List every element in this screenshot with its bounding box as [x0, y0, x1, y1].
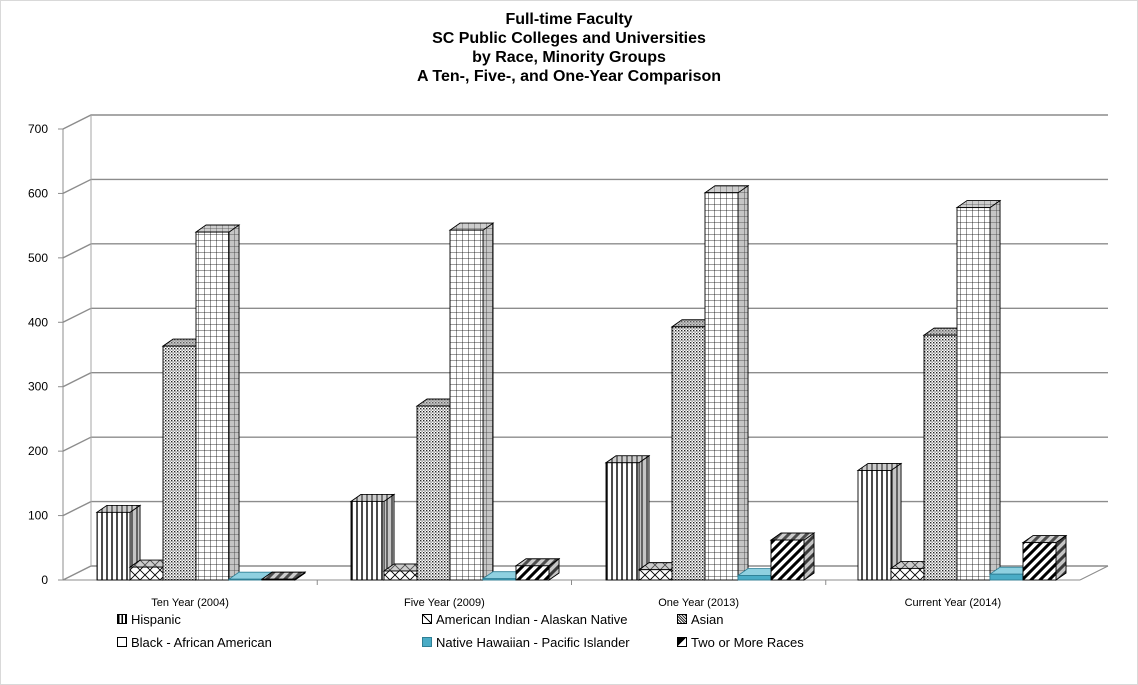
- legend-item: Black - African American: [117, 634, 272, 650]
- bar-front-face: [383, 570, 418, 581]
- bar-front-face: [923, 334, 958, 581]
- x-tick-label: Ten Year (2004): [151, 597, 229, 609]
- legend-swatch: [422, 637, 432, 647]
- bar-front-face: [416, 405, 451, 581]
- bar: [260, 571, 307, 581]
- bar-front-face: [482, 578, 517, 581]
- legend-label: Two or More Races: [691, 634, 804, 650]
- bar-front-face: [195, 231, 230, 581]
- bar-side-pattern: [638, 454, 650, 581]
- x-tick-label: Current Year (2014): [905, 597, 1002, 609]
- y-tick-label: 300: [28, 380, 48, 394]
- y-tick-label: 0: [41, 573, 48, 587]
- legend-item: American Indian - Alaskan Native: [422, 611, 627, 627]
- legend-label: Black - African American: [131, 634, 272, 650]
- bar: [514, 558, 561, 581]
- bar-front-face: [96, 511, 131, 581]
- bar-front-face: [770, 539, 805, 581]
- bar-side-pattern: [737, 185, 749, 581]
- bar: [448, 222, 495, 581]
- bar-side-pattern: [228, 224, 240, 581]
- bar-front-face: [228, 578, 263, 581]
- legend-item: Two or More Races: [677, 634, 804, 650]
- legend-label: Hispanic: [131, 611, 181, 627]
- bar-front-face: [129, 566, 164, 581]
- gridline: [62, 178, 1108, 195]
- bar: [703, 185, 750, 581]
- legend-swatch: [677, 637, 687, 647]
- legend-item: Hispanic: [117, 611, 181, 627]
- legend-label: American Indian - Alaskan Native: [436, 611, 628, 627]
- bar-front-face: [261, 578, 296, 581]
- y-tick-label: 500: [28, 251, 48, 265]
- bar-front-face: [989, 573, 1024, 581]
- legend-swatch: [677, 614, 687, 624]
- y-tick-label: 700: [28, 122, 48, 136]
- bar-front-face: [956, 207, 991, 581]
- chart-title-line-3: by Race, Minority Groups: [472, 49, 666, 66]
- y-tick-label: 100: [28, 509, 48, 523]
- bar-side-pattern: [482, 222, 494, 581]
- bar-front-face: [857, 470, 892, 581]
- bar-front-face: [449, 229, 484, 581]
- bar: [955, 199, 1002, 581]
- bar: [769, 532, 816, 581]
- chart-title-line-4: A Ten-, Five-, and One-Year Comparison: [416, 68, 722, 85]
- bar: [856, 462, 903, 581]
- legend-label: Asian: [691, 611, 724, 627]
- legend-swatch: [422, 614, 432, 624]
- bar: [604, 454, 651, 581]
- bar: [1021, 534, 1068, 581]
- legend-label: Native Hawaiian - Pacific Islander: [436, 634, 630, 650]
- bar-front-face: [704, 192, 739, 581]
- bar-side-pattern: [1055, 534, 1067, 581]
- bar-side-pattern: [989, 199, 1001, 581]
- y-tick-label: 400: [28, 315, 48, 329]
- bar-front-face: [737, 575, 772, 581]
- bar-front-face: [890, 567, 925, 581]
- x-tick-label: One Year (2013): [658, 597, 739, 609]
- bar-side-pattern: [803, 532, 815, 581]
- legend-swatch: [117, 637, 127, 647]
- bar-front-face: [638, 569, 673, 581]
- y-tick-label: 600: [28, 186, 48, 200]
- bar-front-face: [515, 565, 550, 581]
- bar-front-face: [1022, 542, 1057, 581]
- bar-front-face: [162, 345, 197, 581]
- gridline: [62, 114, 1108, 130]
- bar-front-face: [671, 326, 706, 581]
- chart-title-line-1: Full-time Faculty: [505, 11, 633, 28]
- bar-front-face: [350, 500, 385, 581]
- bar: [95, 504, 142, 581]
- legend-swatch: [117, 614, 127, 624]
- legend-item: Asian: [677, 611, 724, 627]
- bar: [194, 224, 241, 581]
- bar-front-face: [605, 462, 640, 581]
- bar: [349, 493, 396, 581]
- y-tick-label: 200: [28, 444, 48, 458]
- x-tick-label: Five Year (2009): [404, 597, 485, 609]
- legend-item: Native Hawaiian - Pacific Islander: [422, 634, 630, 650]
- floor-edge: [1079, 565, 1109, 581]
- chart-title-line-2: SC Public Colleges and Universities: [432, 30, 706, 47]
